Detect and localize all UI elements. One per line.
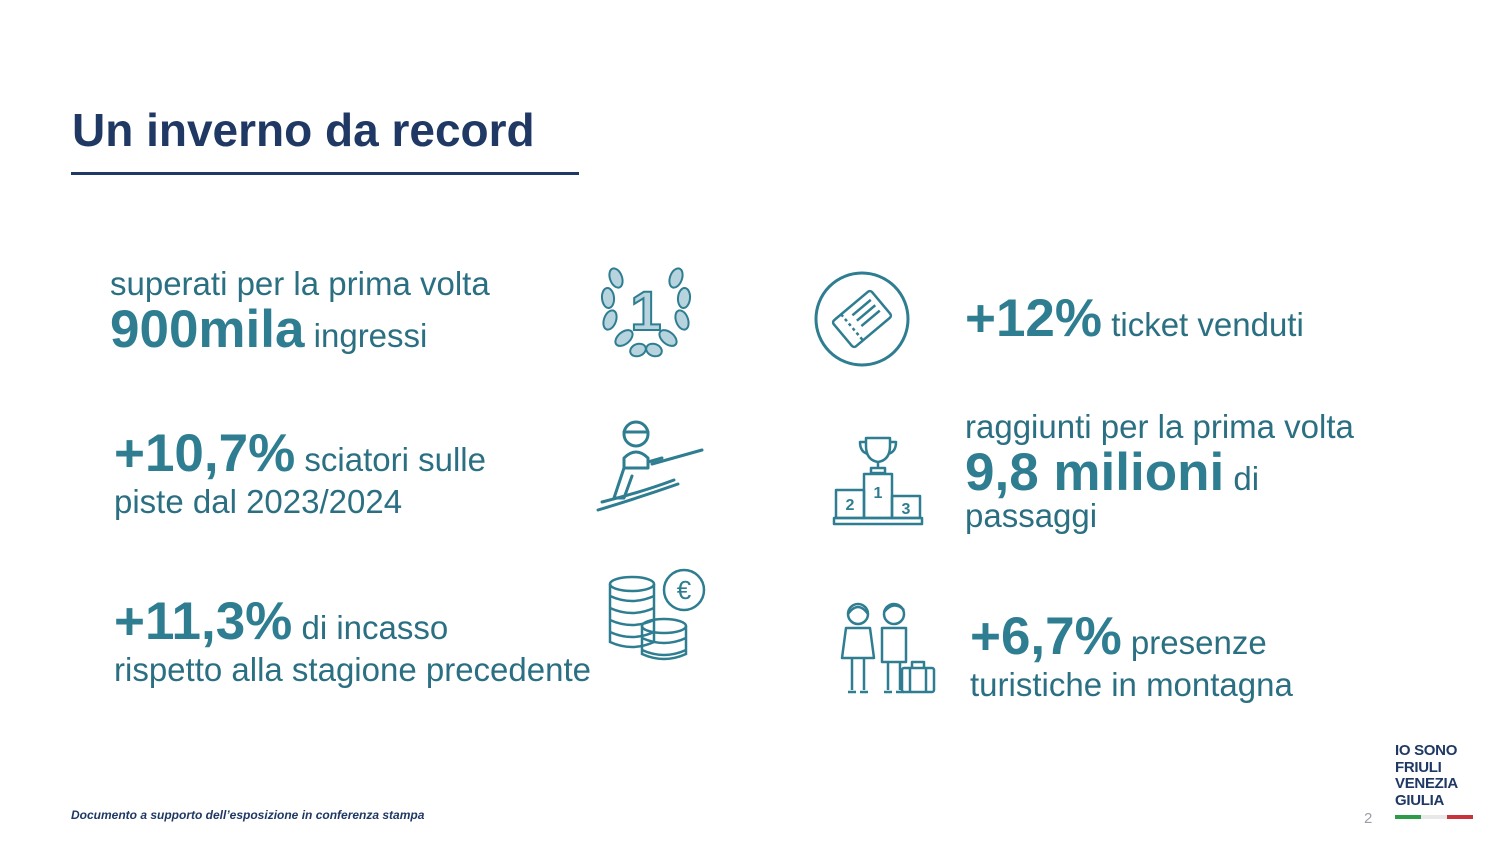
stat-passaggi-value: 9,8 milioni xyxy=(965,442,1225,502)
stat-presenze-value: +6,7% xyxy=(970,607,1122,666)
stat-sciatori-label: sciatori sulle xyxy=(295,441,486,478)
laurel-number-one-icon: 1 xyxy=(600,267,692,358)
stat-presenze: +6,7% presenze turistiche in montagna xyxy=(970,605,1293,704)
podium-label-2: 2 xyxy=(846,497,855,514)
euro-coins-icon: € xyxy=(608,568,706,661)
stat-passaggi: raggiunti per la prima volta 9,8 milioni… xyxy=(965,407,1354,536)
podium-label-3: 3 xyxy=(902,501,911,518)
stat-incasso-value: +11,3% xyxy=(114,592,293,651)
laurel-number: 1 xyxy=(630,279,661,342)
podium-trophy-icon: 2 1 3 xyxy=(832,436,924,526)
stat-sciatori-value: +10,7% xyxy=(114,424,296,483)
ticket-icon xyxy=(814,271,910,367)
page-number: 2 xyxy=(1364,810,1373,827)
logo-line-2: FRIULI xyxy=(1395,758,1442,776)
stat-ticket: +12% ticket venduti xyxy=(965,287,1304,351)
stat-presenze-label: presenze xyxy=(1121,624,1267,661)
stat-ingressi-label: ingressi xyxy=(304,316,428,354)
tourists-luggage-icon xyxy=(840,602,936,694)
stat-incasso-label: di incasso xyxy=(292,609,449,646)
stat-presenze-line2: turistiche in montagna xyxy=(970,665,1293,703)
stat-incasso: +11,3% di incasso rispetto alla stagione… xyxy=(114,590,591,689)
stat-ingressi: superati per la prima volta 900mila ingr… xyxy=(110,264,490,361)
stat-sciatori: +10,7% sciatori sulle piste dal 2023/202… xyxy=(114,422,486,521)
stat-incasso-line2: rispetto alla stagione precedente xyxy=(114,650,591,688)
stat-ingressi-pre: superati per la prima volta xyxy=(110,265,490,302)
footer-note: Documento a supporto dell’esposizione in… xyxy=(71,808,425,822)
logo-line-1: IO SONO xyxy=(1395,742,1458,759)
stat-ticket-value: +12% xyxy=(965,289,1103,348)
logo-line-4: GIULIA xyxy=(1395,791,1445,809)
stat-ingressi-value: 900mila xyxy=(110,299,305,359)
stat-sciatori-line2: piste dal 2023/2024 xyxy=(114,482,403,520)
brand-logo: IO SONO FRIULI VENEZIA GIULIA xyxy=(1395,742,1475,819)
title-underline xyxy=(71,172,579,175)
stat-passaggi-label: di xyxy=(1224,459,1260,497)
podium-label-1: 1 xyxy=(874,485,883,502)
stat-ticket-label: ticket venduti xyxy=(1102,306,1304,343)
stat-passaggi-pre: raggiunti per la prima volta xyxy=(965,408,1354,445)
page-title: Un inverno da record xyxy=(72,104,535,156)
euro-symbol: € xyxy=(677,575,692,605)
skier-icon xyxy=(596,420,704,512)
logo-line-3: VENEZIA xyxy=(1395,775,1458,792)
logo-flag-stripe xyxy=(1395,815,1473,819)
stat-passaggi-line2: passaggi xyxy=(965,497,1098,535)
